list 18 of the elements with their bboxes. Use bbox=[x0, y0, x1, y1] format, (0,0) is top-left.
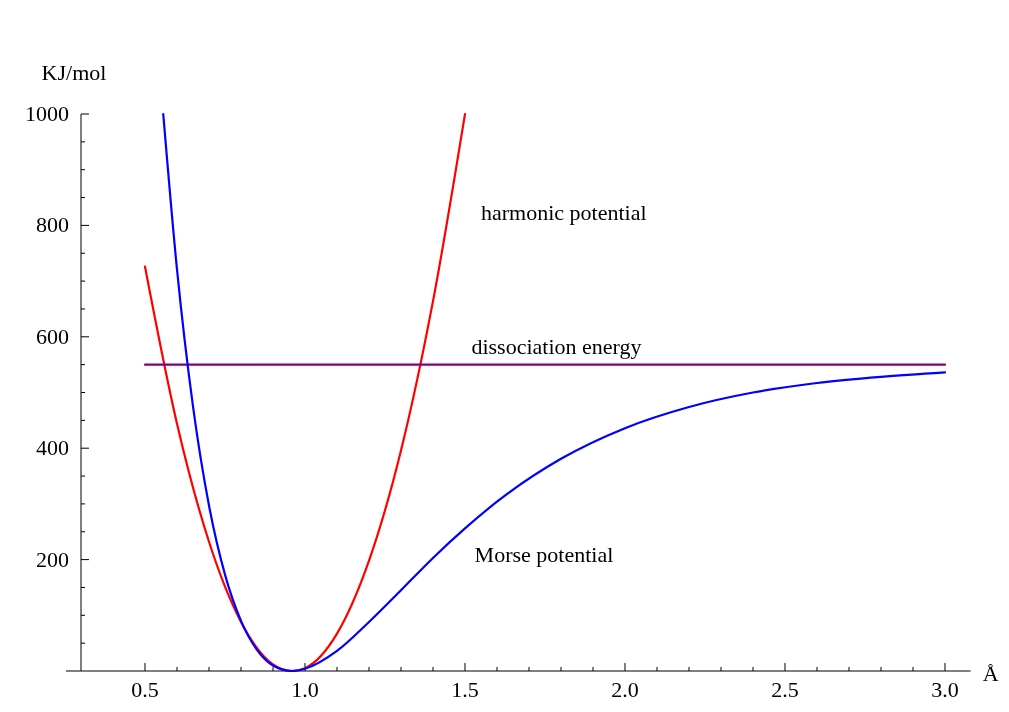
y-tick-label: 1000 bbox=[25, 101, 69, 126]
line-series bbox=[162, 112, 947, 673]
y-axis-title: KJ/mol bbox=[41, 60, 107, 85]
y-tick-label: 400 bbox=[36, 435, 69, 461]
series-label: Morse potential bbox=[474, 542, 614, 568]
x-tick-label: 3.0 bbox=[931, 677, 959, 702]
x-tick-label: 1.5 bbox=[451, 677, 479, 702]
y-tick-label: 600 bbox=[36, 323, 69, 349]
y-tick-label: 200 bbox=[36, 546, 69, 572]
x-tick-label: 2.0 bbox=[611, 677, 639, 702]
x-axis-title: Å bbox=[982, 661, 999, 686]
x-tick-label: 0.5 bbox=[131, 677, 159, 702]
x-tick-label: 1.0 bbox=[291, 677, 319, 702]
x-tick-label: 2.5 bbox=[771, 677, 799, 702]
y-tick-label: 800 bbox=[36, 212, 69, 238]
series-label: dissociation energy bbox=[471, 333, 642, 359]
series-label: harmonic potential bbox=[481, 199, 647, 225]
line-series bbox=[143, 112, 467, 673]
